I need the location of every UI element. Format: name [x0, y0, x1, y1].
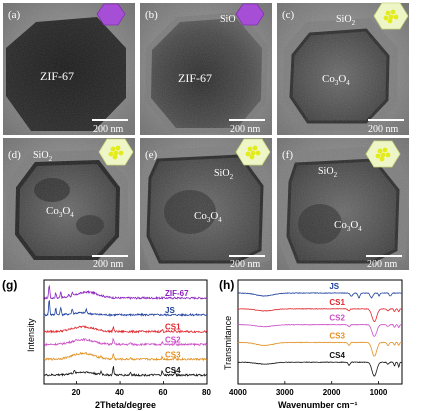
material-label: Co3O4 [334, 219, 362, 233]
panel-letter: (e) [145, 149, 158, 161]
series-label: JS [329, 282, 339, 291]
series-label: JS [165, 306, 175, 315]
material-label: Co3O4 [46, 205, 74, 219]
series-label: CS3 [165, 350, 181, 359]
x-tick-label: 3000 [276, 388, 294, 397]
series-line-cs1 [43, 325, 207, 334]
yellow-nanocluster-icon [235, 138, 271, 166]
panel-e: (e) Co3O4 SiO2 200 nm [140, 138, 272, 270]
scale-label: 200 nm [93, 124, 124, 135]
series-label: CS3 [329, 331, 345, 340]
x-tick-label: 1000 [370, 388, 388, 397]
series-label: CS2 [165, 335, 181, 344]
x-tick-label: 4000 [229, 388, 247, 397]
series-label: CS2 [329, 314, 345, 323]
panel-a: (a) ZIF-67 200 nm [3, 3, 135, 135]
series-line-cs3 [43, 351, 208, 362]
series-line-cs2 [43, 337, 208, 347]
panel-letter: (d) [8, 149, 21, 161]
series-line-cs2 [237, 323, 403, 337]
chart-h: (h) JS CS1 CS2 CS3 CS4 4000 3000 2000 1000 Tran… [219, 278, 403, 410]
panel-letter: (c) [282, 9, 295, 21]
series-line-zif-67 [44, 284, 208, 301]
material-label: Co3O4 [194, 210, 222, 224]
material-label: ZIF-67 [40, 69, 74, 83]
yellow-nanocluster-icon [98, 138, 134, 166]
x-ticks: 4000 3000 2000 1000 [229, 381, 388, 397]
y-axis-label: Intensity [26, 318, 36, 352]
series-line-js [238, 292, 403, 299]
panel-letter: (g) [2, 278, 17, 292]
series-labels: JS CS1 CS2 CS3 CS4 [329, 282, 345, 360]
panel-letter: (h) [219, 278, 234, 292]
material-label: ZIF-67 [178, 71, 212, 85]
panel-b: (b) ZIF-67 SiO 200 nm [140, 3, 272, 135]
series-labels: ZIF-67 JS CS1 CS2 CS3 CS4 [165, 289, 189, 375]
plot-frame [43, 279, 208, 385]
panel-letter: (b) [145, 9, 158, 21]
shell-label: SiO [220, 14, 236, 25]
series-label: CS4 [329, 351, 345, 360]
series-line-cs4 [237, 361, 403, 377]
material-label: Co3O4 [322, 73, 350, 87]
yellow-nanocluster-icon [373, 2, 409, 30]
yellow-nanocluster-icon [365, 140, 401, 168]
series-group [237, 292, 403, 377]
panel-d: (d) Co3O4 SiO2 200 nm [3, 138, 135, 270]
scale-label: 200 nm [368, 124, 399, 135]
plot-frame [237, 279, 403, 385]
series-group [43, 284, 208, 377]
x-tick-label: 80 [202, 388, 211, 397]
x-tick-label: 40 [115, 388, 124, 397]
scale-label: 200 nm [230, 124, 261, 135]
series-label: CS4 [165, 366, 181, 375]
series-label: ZIF-67 [165, 289, 189, 298]
x-axis-label: Wavenumber cm⁻¹ [278, 400, 357, 410]
series-line-cs1 [237, 308, 403, 322]
y-axis-label: Transmitance [223, 316, 233, 370]
scale-label: 200 nm [93, 259, 124, 270]
x-axis-label: 2Theta/degree [95, 400, 156, 410]
panel-f: (f) Co3O4 SiO2 200 nm [277, 138, 409, 270]
x-ticks: 20 40 60 80 [72, 381, 211, 397]
series-label: CS1 [329, 298, 345, 307]
series-line-js [43, 299, 208, 317]
shell-label: SiO2 [214, 168, 234, 181]
shell-label: SiO2 [318, 166, 338, 179]
x-tick-label: 2000 [323, 388, 341, 397]
series-line-cs4 [43, 366, 208, 377]
scale-label: 200 nm [230, 259, 261, 270]
x-tick-label: 20 [72, 388, 81, 397]
panel-letter: (f) [282, 149, 293, 161]
scale-label: 200 nm [367, 259, 398, 270]
shell-label: SiO2 [336, 14, 356, 27]
panel-letter: (a) [8, 9, 21, 21]
x-tick-label: 60 [159, 388, 168, 397]
panel-c: (c) Co3O4 SiO2 200 nm [277, 2, 409, 135]
shell-label: SiO2 [33, 150, 53, 163]
purple-hexagon-icon [235, 3, 265, 26]
purple-hexagon-icon [96, 3, 126, 26]
series-label: CS1 [165, 323, 181, 332]
series-line-cs3 [238, 341, 403, 357]
chart-g: (g) ZIF-67 JS CS1 CS2 CS3 CS4 20 40 60 80 Intens… [2, 278, 211, 410]
